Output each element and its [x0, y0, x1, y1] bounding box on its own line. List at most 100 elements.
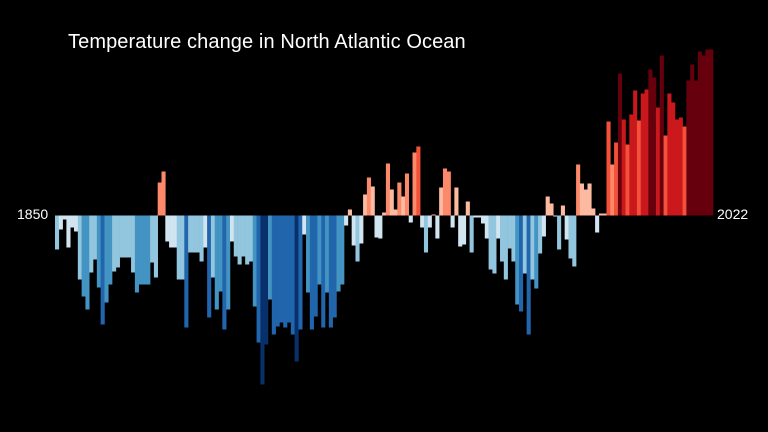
bar-1970 [511, 215, 516, 262]
bar-1986 [572, 215, 577, 267]
bar-1884 [184, 215, 189, 328]
bar-1888 [199, 215, 204, 262]
bar-2016 [686, 80, 691, 216]
bar-2010 [663, 135, 668, 216]
bar-1990 [587, 183, 592, 216]
bar-1974 [526, 215, 531, 335]
bar-1928 [351, 215, 356, 246]
bar-1879 [165, 215, 170, 242]
bar-1958 [465, 201, 470, 216]
bar-1872 [138, 215, 143, 285]
bar-1930 [359, 215, 364, 244]
bar-1908 [275, 215, 280, 327]
bar-1893 [218, 215, 223, 292]
bar-1912 [290, 215, 295, 335]
bar-1933 [370, 186, 375, 216]
bar-1979 [545, 196, 550, 216]
bar-1851 [58, 215, 63, 230]
bar-1918 [313, 215, 318, 317]
bar-1943 [408, 215, 413, 223]
bar-1862 [100, 215, 105, 325]
bar-1960 [473, 215, 478, 218]
bar-1955 [454, 187, 459, 216]
bar-1916 [306, 215, 311, 293]
bar-1853 [66, 215, 71, 248]
bar-1973 [522, 215, 527, 274]
bar-1861 [96, 215, 101, 288]
bar-1915 [302, 215, 307, 235]
bar-1950 [435, 215, 440, 239]
bar-1914 [298, 215, 303, 330]
bar-1877 [157, 182, 162, 216]
bar-1962 [480, 215, 486, 224]
bar-2015 [682, 126, 687, 216]
bar-1936 [382, 212, 387, 216]
bar-2020 [701, 55, 706, 216]
bar-1902 [252, 215, 257, 307]
bar-2022 [709, 49, 714, 216]
bar-1998 [617, 73, 623, 216]
bar-1993 [598, 213, 603, 216]
bar-1854 [70, 215, 75, 228]
bar-1926 [344, 215, 349, 226]
bar-2021 [705, 49, 710, 216]
bar-1903 [256, 215, 261, 343]
bar-1937 [385, 163, 390, 216]
bar-1967 [500, 215, 505, 262]
bar-1870 [131, 215, 136, 273]
bar-1929 [355, 215, 360, 262]
chart-title: Temperature change in North Atlantic Oce… [68, 31, 466, 53]
bar-1997 [614, 142, 619, 216]
bar-1920 [321, 215, 326, 328]
bar-1934 [374, 215, 379, 238]
bar-1927 [347, 209, 352, 216]
bar-1921 [325, 215, 330, 293]
bar-1994 [602, 213, 607, 216]
bar-1882 [176, 215, 181, 280]
bar-2014 [678, 117, 683, 216]
bar-1898 [237, 215, 242, 265]
bar-2011 [667, 93, 672, 216]
bar-2007 [652, 77, 657, 216]
bar-2018 [693, 80, 699, 216]
bar-1964 [488, 215, 493, 270]
bar-1996 [610, 164, 615, 216]
bar-1889 [203, 215, 208, 248]
bar-1865 [112, 215, 117, 272]
bar-1968 [503, 215, 508, 280]
bar-1907 [271, 215, 276, 335]
bar-1866 [115, 215, 120, 268]
bar-1969 [507, 215, 512, 249]
bar-1999 [621, 119, 626, 216]
x-tick-label-start: 1850 [17, 206, 49, 222]
bar-1935 [378, 215, 383, 239]
bar-1963 [484, 215, 489, 239]
bar-1909 [279, 215, 284, 323]
bar-1911 [287, 215, 292, 323]
bar-1880 [169, 215, 174, 248]
bar-1941 [401, 196, 406, 216]
bar-1972 [519, 215, 524, 312]
bar-1859 [89, 215, 94, 273]
bar-1857 [81, 215, 86, 297]
bar-1939 [393, 209, 398, 216]
bar-1904 [260, 215, 265, 385]
bar-1977 [538, 215, 543, 254]
bar-1925 [340, 215, 345, 285]
bar-1989 [583, 189, 588, 216]
bar-1992 [595, 215, 600, 233]
bar-1875 [150, 215, 155, 263]
bar-1897 [233, 215, 238, 257]
bar-1940 [397, 182, 402, 216]
bar-1885 [188, 215, 193, 253]
bar-1878 [161, 171, 166, 216]
bar-1923 [332, 215, 337, 318]
bar-2003 [636, 120, 642, 216]
bar-1952 [442, 168, 448, 216]
bar-1988 [579, 183, 584, 216]
bar-1942 [404, 173, 410, 216]
bar-1919 [317, 215, 322, 285]
bar-1895 [226, 215, 231, 310]
bar-1905 [264, 215, 269, 345]
